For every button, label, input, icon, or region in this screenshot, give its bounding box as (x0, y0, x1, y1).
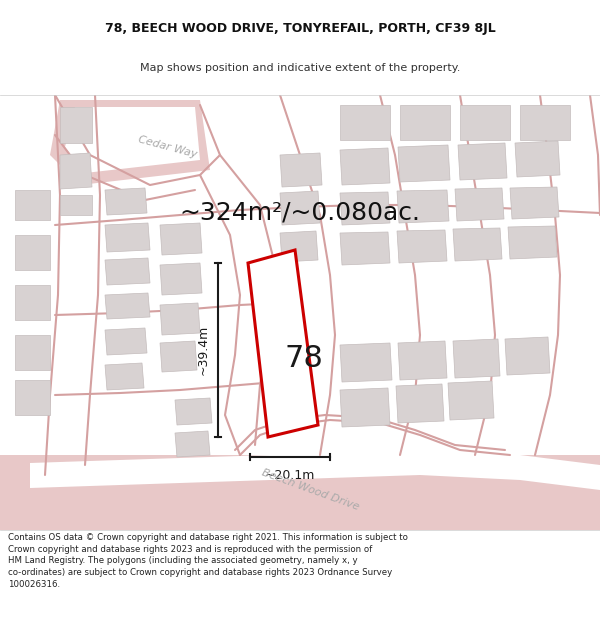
Polygon shape (105, 223, 150, 252)
Polygon shape (400, 105, 450, 140)
Polygon shape (453, 339, 500, 378)
Text: ~39.4m: ~39.4m (197, 325, 210, 375)
Polygon shape (505, 337, 550, 375)
Polygon shape (455, 188, 504, 221)
Text: 78: 78 (285, 344, 323, 373)
Polygon shape (515, 141, 560, 177)
Polygon shape (396, 384, 444, 423)
Polygon shape (65, 107, 200, 173)
Polygon shape (340, 232, 390, 265)
Polygon shape (398, 341, 447, 380)
Text: 78, BEECH WOOD DRIVE, TONYREFAIL, PORTH, CF39 8JL: 78, BEECH WOOD DRIVE, TONYREFAIL, PORTH,… (104, 22, 496, 35)
Polygon shape (60, 195, 92, 215)
Polygon shape (340, 105, 390, 140)
Polygon shape (175, 398, 212, 425)
Polygon shape (340, 192, 390, 225)
Polygon shape (160, 263, 202, 295)
Polygon shape (398, 145, 450, 182)
Text: Cedar Way: Cedar Way (137, 134, 199, 159)
Text: ~20.1m: ~20.1m (265, 469, 315, 482)
Text: Contains OS data © Crown copyright and database right 2021. This information is : Contains OS data © Crown copyright and d… (8, 533, 407, 589)
Polygon shape (460, 105, 510, 140)
Polygon shape (397, 190, 449, 223)
Polygon shape (15, 335, 50, 370)
Text: Beech Wood Drive: Beech Wood Drive (260, 468, 360, 512)
Polygon shape (280, 231, 318, 262)
Polygon shape (453, 228, 502, 261)
Polygon shape (15, 190, 50, 220)
Polygon shape (30, 450, 600, 490)
Text: ~324m²/~0.080ac.: ~324m²/~0.080ac. (179, 201, 421, 225)
Polygon shape (15, 235, 50, 270)
Polygon shape (280, 153, 322, 187)
Polygon shape (15, 285, 50, 320)
Polygon shape (520, 105, 570, 140)
Polygon shape (160, 341, 197, 372)
Polygon shape (340, 343, 392, 382)
Polygon shape (458, 143, 507, 180)
Polygon shape (160, 223, 202, 255)
Polygon shape (105, 258, 150, 285)
Polygon shape (0, 455, 600, 530)
Polygon shape (15, 380, 50, 415)
Polygon shape (280, 191, 320, 225)
Polygon shape (448, 381, 494, 420)
Text: Map shows position and indicative extent of the property.: Map shows position and indicative extent… (140, 63, 460, 73)
Polygon shape (160, 303, 200, 335)
Polygon shape (105, 363, 144, 390)
Polygon shape (508, 226, 557, 259)
Polygon shape (340, 388, 390, 427)
Polygon shape (340, 148, 390, 185)
Polygon shape (397, 230, 447, 263)
Polygon shape (105, 188, 147, 215)
Polygon shape (248, 250, 318, 437)
Polygon shape (510, 187, 559, 219)
Polygon shape (60, 153, 92, 189)
Polygon shape (175, 431, 210, 457)
Polygon shape (105, 328, 147, 355)
Polygon shape (105, 293, 150, 319)
Polygon shape (60, 107, 92, 143)
Polygon shape (50, 100, 210, 185)
